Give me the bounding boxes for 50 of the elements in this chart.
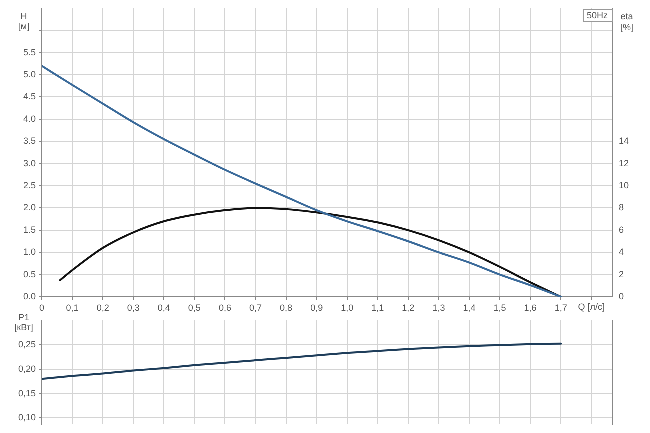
- y-tick-label: 2.5: [23, 180, 36, 190]
- y2-tick-label: 12: [619, 158, 630, 168]
- y2-tick-label: 0: [619, 291, 624, 302]
- y2-tick-label: 8: [619, 202, 624, 213]
- y-tick-label: 1.5: [23, 224, 36, 235]
- x-tick-label: 1,0: [341, 302, 354, 313]
- x-tick-label: 0,9: [310, 302, 324, 313]
- x-tick-label: 1,5: [494, 302, 506, 313]
- x-tick-label: 0,6: [218, 302, 232, 313]
- x-tick-label: 1,4: [463, 302, 476, 313]
- y-tick-label: 0,10: [18, 412, 36, 423]
- y2-tick-label: 10: [619, 180, 630, 190]
- x-tick-label: 0,4: [158, 302, 170, 313]
- line-series: [42, 65, 562, 297]
- x-tick-label: 1,2: [402, 302, 415, 313]
- y-tick-label: 4.0: [23, 114, 36, 124]
- y-tick-label: 0.5: [23, 269, 36, 280]
- y-axis-title: H [м]: [18, 11, 30, 32]
- annotation: 50Hz: [586, 10, 608, 20]
- x-tick-label: 0,2: [96, 302, 110, 313]
- x-tick-label: 0,8: [280, 302, 293, 313]
- y2-tick-label: 6: [619, 224, 624, 235]
- y2-tick-label: 14: [619, 136, 630, 146]
- x-tick-label: 1,7: [554, 302, 568, 313]
- x-tick-label: 1,6: [524, 302, 537, 313]
- y2-axis-title: eta [%]: [620, 11, 634, 32]
- line-series: [59, 207, 562, 297]
- x-tick-label: 0,1: [66, 302, 79, 313]
- y-tick-label: 0,25: [18, 339, 36, 350]
- x-tick-label: 1,1: [372, 302, 384, 313]
- y-tick-label: 2.0: [23, 202, 36, 213]
- x-axis-title: Q [л/с]: [578, 302, 606, 312]
- line-series: [42, 342, 562, 380]
- y-tick-label: 0,20: [18, 364, 36, 374]
- y2-tick-label: 2: [619, 269, 624, 280]
- y-tick-label: 1.0: [23, 247, 36, 258]
- y-tick-label: 4.5: [23, 92, 36, 102]
- x-tick-label: 1,3: [432, 302, 446, 313]
- y2-tick-label: 4: [619, 247, 624, 258]
- y-axis-title: P1 [кВт]: [14, 312, 34, 332]
- y-tick-label: 0.0: [23, 291, 36, 302]
- x-tick-label: 0,3: [127, 302, 140, 313]
- y-tick-label: 5.0: [23, 69, 36, 80]
- x-tick-label: 0,5: [188, 302, 201, 313]
- y-tick-label: 3.5: [23, 136, 36, 146]
- y-tick-label: 0,15: [18, 388, 36, 398]
- y-tick-label: 5.5: [23, 47, 36, 58]
- y-tick-label: 3.0: [23, 158, 36, 168]
- x-tick-label: 0,7: [249, 302, 262, 313]
- x-tick-label: 0: [39, 302, 45, 313]
